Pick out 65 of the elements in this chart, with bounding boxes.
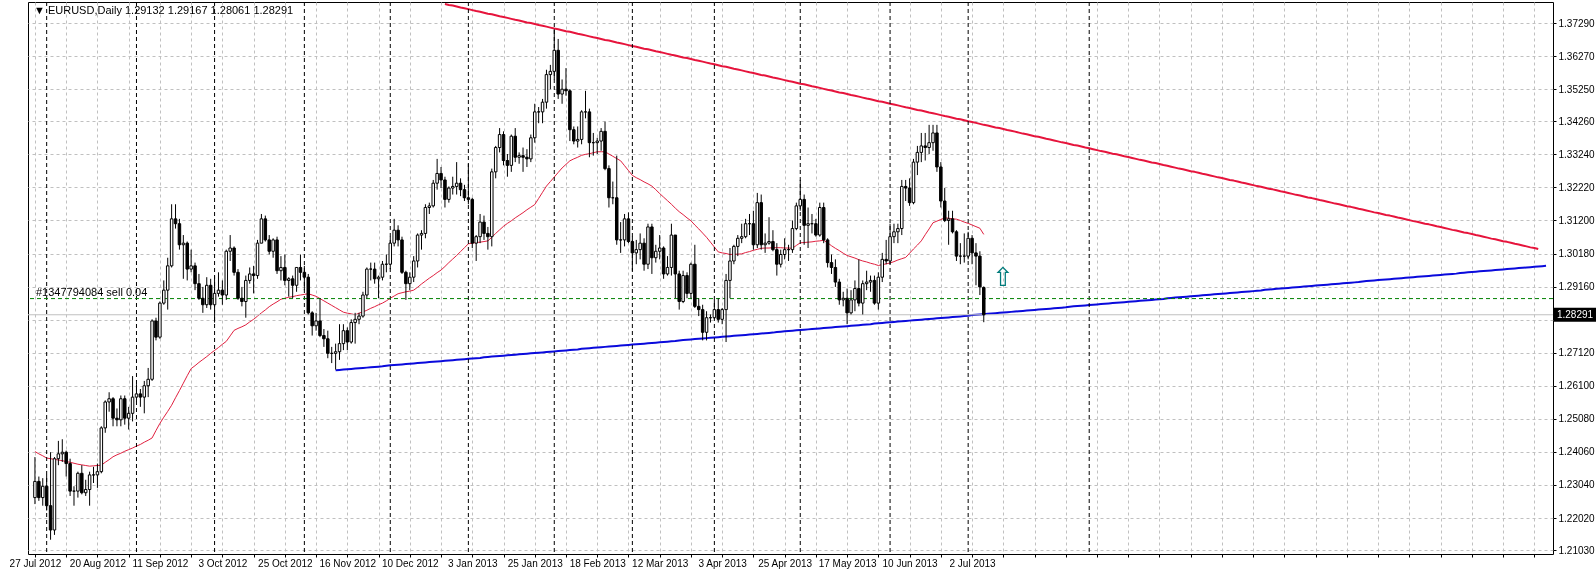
candlestick bbox=[326, 330, 330, 359]
candlestick bbox=[923, 132, 927, 161]
candlestick bbox=[513, 127, 517, 163]
candlestick bbox=[857, 258, 861, 307]
y-tick-label: 1.29160 bbox=[1558, 281, 1596, 293]
candlestick bbox=[123, 395, 127, 426]
x-tick-label: 25 Jan 2013 bbox=[507, 557, 564, 569]
x-tick-label: 18 Feb 2013 bbox=[569, 557, 627, 569]
ref-line-label: 1.28291 bbox=[1556, 308, 1594, 320]
candlestick bbox=[37, 476, 41, 502]
x-tick-label: 20 Aug 2012 bbox=[69, 557, 127, 569]
x-tick-label: 10 Jun 2013 bbox=[882, 557, 939, 569]
x-tick-label: 3 Jan 2013 bbox=[448, 557, 498, 569]
candlestick bbox=[142, 380, 147, 414]
x-tick-label: 27 Jul 2012 bbox=[9, 557, 62, 569]
y-tick-label: 1.23040 bbox=[1558, 479, 1596, 491]
candlestick bbox=[33, 456, 37, 505]
annotation: ⇧ bbox=[992, 262, 1014, 292]
y-tick-label: 1.27120 bbox=[1558, 347, 1596, 359]
candlestick bbox=[205, 276, 209, 309]
candlestick bbox=[634, 239, 639, 265]
y-tick-label: 1.35250 bbox=[1558, 83, 1596, 95]
y-tick-label: 1.32220 bbox=[1558, 181, 1596, 193]
chart-title: ▼ EURUSD,Daily 1.29132 1.29167 1.28061 1.28291 bbox=[34, 4, 294, 16]
y-tick-label: 1.33240 bbox=[1558, 148, 1596, 160]
candlestick bbox=[962, 232, 967, 264]
x-tick-label: 12 Mar 2013 bbox=[632, 557, 689, 569]
y-tick-label: 1.36270 bbox=[1558, 50, 1596, 62]
candlestick bbox=[966, 231, 970, 260]
ref-line-label: #1347794084 sell 0.04 bbox=[36, 285, 148, 298]
y-tick-label: 1.22020 bbox=[1558, 512, 1596, 524]
x-tick-label: 10 Dec 2012 bbox=[381, 557, 440, 569]
candlestick bbox=[353, 312, 357, 345]
y-tick-label: 1.30180 bbox=[1558, 248, 1596, 260]
candlestick bbox=[845, 288, 849, 325]
candlestick bbox=[111, 396, 115, 427]
candlestick bbox=[622, 213, 627, 247]
x-tick-label: 17 May 2013 bbox=[818, 557, 877, 569]
x-tick-label: 3 Apr 2013 bbox=[698, 557, 748, 569]
x-tick-label: 3 Oct 2012 bbox=[198, 557, 248, 569]
candlestick bbox=[345, 326, 350, 351]
y-tick-label: 1.26100 bbox=[1558, 380, 1596, 392]
x-tick-label: 16 Nov 2012 bbox=[319, 557, 377, 569]
candlestick bbox=[521, 147, 525, 173]
y-tick-label: 1.37290 bbox=[1558, 17, 1596, 29]
x-tick-label: 25 Oct 2012 bbox=[258, 557, 314, 569]
y-tick-label: 1.25080 bbox=[1558, 413, 1596, 425]
candlestick bbox=[41, 477, 45, 507]
x-tick-label: 2 Jul 2013 bbox=[949, 557, 997, 569]
candlestick bbox=[739, 223, 744, 244]
candlestick bbox=[853, 279, 857, 312]
line-series bbox=[443, 2, 1540, 250]
candlestick bbox=[119, 395, 123, 427]
line-series bbox=[334, 264, 1548, 372]
x-tick-label: 25 Apr 2013 bbox=[758, 557, 813, 569]
y-tick-label: 1.21030 bbox=[1558, 544, 1596, 556]
y-tick-label: 1.24060 bbox=[1558, 446, 1596, 458]
candlestick bbox=[60, 438, 65, 463]
candlestick bbox=[700, 304, 705, 341]
y-tick-label: 1.31200 bbox=[1558, 214, 1596, 226]
line-series bbox=[34, 151, 985, 467]
y-tick-label: 1.34260 bbox=[1558, 115, 1596, 127]
x-tick-label: 11 Sep 2012 bbox=[132, 557, 189, 569]
candlestick bbox=[80, 464, 84, 495]
candlestick bbox=[314, 312, 318, 332]
